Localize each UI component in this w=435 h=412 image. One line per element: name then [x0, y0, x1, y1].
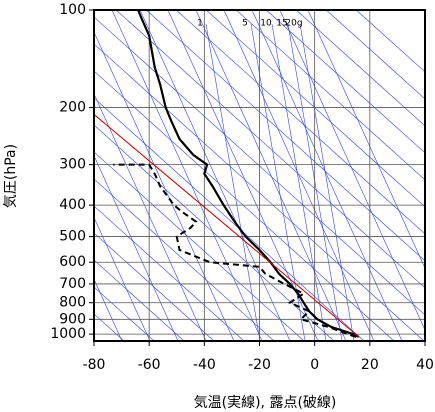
- moist-adiabat: [94, 31, 235, 341]
- y-tick-label: 300: [59, 157, 86, 173]
- moist-adiabat: [251, 10, 403, 341]
- x-axis-label: 気温(実線), 露点(破線): [194, 395, 337, 411]
- moist-adiabat: [111, 10, 263, 341]
- adiabat: [94, 124, 335, 341]
- y-tick-label: 600: [59, 254, 86, 270]
- moist-adiabat: [94, 154, 179, 341]
- adiabat: [94, 16, 425, 316]
- y-tick-label: 1000: [50, 326, 86, 342]
- moist-adiabat: [279, 10, 425, 331]
- y-tick-label: 100: [59, 2, 86, 18]
- y-tick-label: 500: [59, 229, 86, 245]
- adiabat: [94, 151, 305, 341]
- adiabat: [94, 205, 245, 341]
- y-tick-label: 700: [59, 276, 86, 292]
- series-line: [94, 114, 360, 338]
- x-tick-label: -20: [248, 357, 271, 373]
- mixing-ratio-line: [299, 23, 355, 341]
- adiabat: [94, 97, 365, 341]
- moist-adiabat: [94, 93, 207, 341]
- adiabat: [94, 178, 275, 341]
- adiabat: [94, 43, 425, 341]
- adiabat: [205, 10, 425, 208]
- mixing-ratio-line: [271, 23, 327, 341]
- adiabat: [175, 10, 425, 235]
- x-tick-label: 0: [310, 357, 319, 373]
- adiabat: [325, 10, 425, 100]
- y-axis-label: 気圧(hPa): [3, 144, 19, 208]
- adiabat: [94, 259, 185, 341]
- plot-frame: [93, 9, 426, 342]
- mixing-ratio-label: 10: [260, 19, 272, 29]
- x-tick-label: -40: [193, 357, 216, 373]
- adiabat: [94, 70, 395, 341]
- moist-adiabat: [94, 278, 123, 341]
- mixing-ratio-label: 20g: [285, 19, 302, 29]
- moist-adiabat: [139, 10, 291, 341]
- x-tick-label: -80: [83, 357, 106, 373]
- y-tick-label: 400: [59, 197, 86, 213]
- moist-adiabat: [167, 10, 319, 341]
- mixing-ratio-label: 1: [197, 19, 203, 29]
- adiabat: [235, 10, 425, 181]
- adiabat: [265, 10, 425, 154]
- mixing-ratio-label: 5: [242, 19, 248, 29]
- moist-adiabat: [223, 10, 375, 341]
- moist-adiabat: [195, 10, 347, 341]
- mixing-ratio-line: [205, 23, 261, 341]
- series-line: [113, 163, 357, 338]
- y-tick-label: 900: [59, 311, 86, 327]
- mixing-ratio-label: 15: [276, 19, 287, 29]
- y-tick-label: 800: [59, 295, 86, 311]
- adiabat: [355, 10, 425, 73]
- moist-adiabat: [307, 10, 425, 269]
- y-tick-label: 200: [59, 100, 86, 116]
- x-tick-label: -60: [138, 357, 161, 373]
- adiabat: [94, 232, 215, 341]
- x-tick-label: 20: [361, 357, 379, 373]
- mixing-ratio-line: [250, 23, 306, 341]
- adiabat: [145, 10, 425, 262]
- x-tick-label: 40: [416, 357, 434, 373]
- adiabat: [295, 10, 425, 127]
- moist-adiabat: [94, 216, 151, 341]
